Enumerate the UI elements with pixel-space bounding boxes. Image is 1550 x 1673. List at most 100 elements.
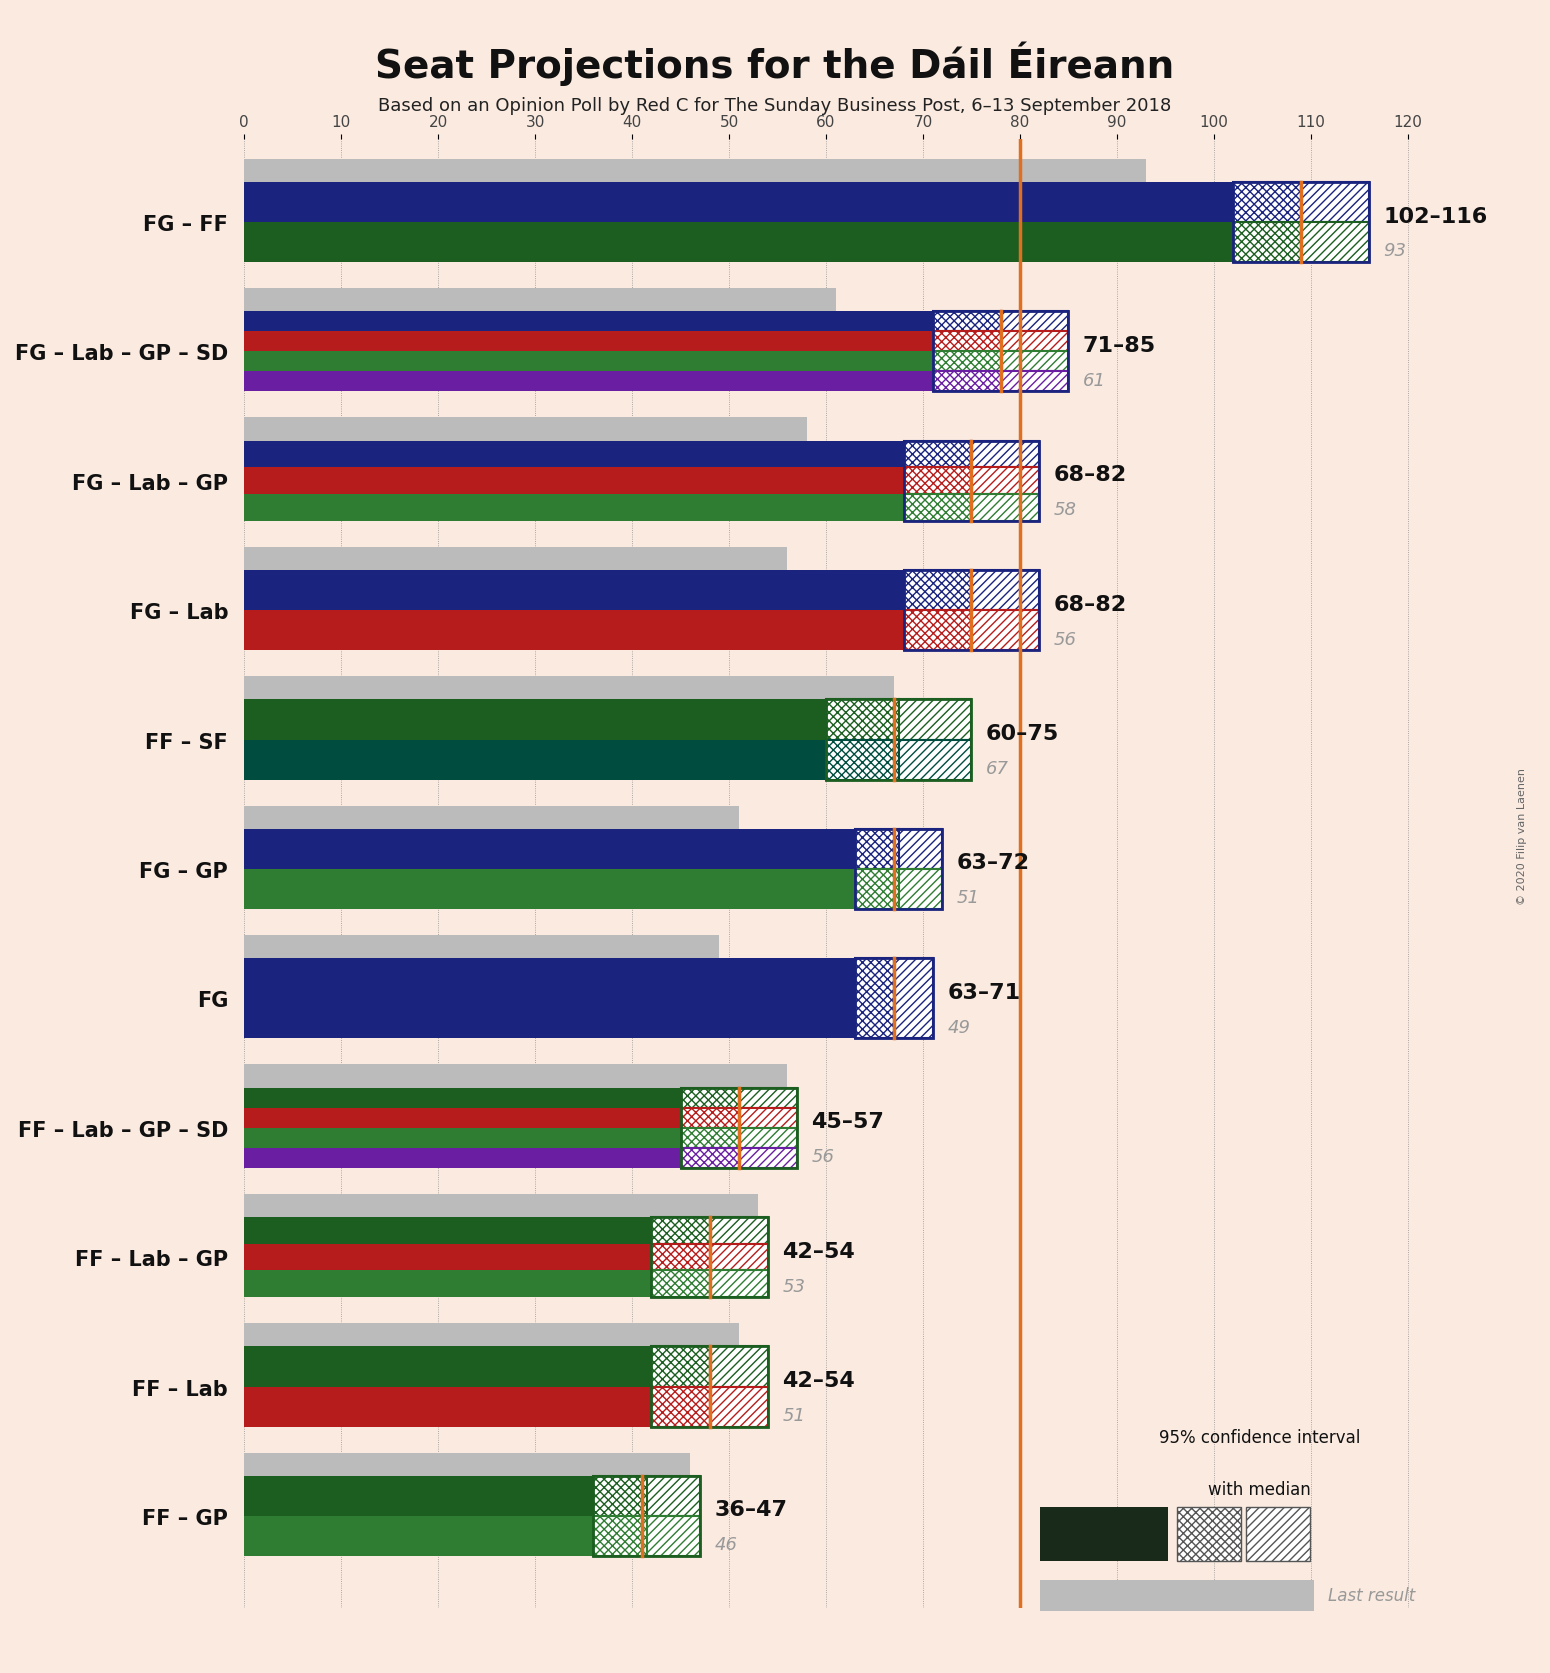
Text: 71–85: 71–85 bbox=[1083, 336, 1156, 356]
Bar bbox=[245, 830, 856, 870]
Text: 51: 51 bbox=[783, 1405, 806, 1424]
Text: Last result: Last result bbox=[1328, 1586, 1415, 1604]
Text: © 2020 Filip van Laenen: © 2020 Filip van Laenen bbox=[1517, 768, 1527, 905]
Bar bbox=[1234, 223, 1300, 263]
Bar bbox=[245, 1347, 651, 1387]
Bar bbox=[972, 495, 1040, 522]
Bar bbox=[904, 611, 972, 651]
Bar bbox=[245, 1195, 758, 1218]
Text: Based on an Opinion Poll by Red C for The Sunday Business Post, 6–13 September 2: Based on an Opinion Poll by Red C for Th… bbox=[378, 97, 1172, 115]
Bar bbox=[739, 1108, 797, 1128]
Bar bbox=[1001, 371, 1068, 391]
Bar bbox=[1040, 1579, 1314, 1611]
Bar bbox=[245, 547, 787, 570]
Bar bbox=[245, 223, 1234, 263]
Text: 102–116: 102–116 bbox=[1384, 206, 1488, 226]
Bar bbox=[245, 418, 806, 442]
Bar bbox=[933, 333, 1001, 351]
Bar bbox=[1246, 1507, 1310, 1561]
Bar bbox=[245, 1271, 651, 1298]
Bar bbox=[680, 1128, 739, 1148]
Bar bbox=[245, 1148, 680, 1168]
Bar bbox=[680, 1087, 739, 1108]
Bar bbox=[899, 699, 972, 739]
Bar bbox=[245, 1245, 651, 1271]
Text: with median: with median bbox=[1207, 1479, 1311, 1497]
Bar bbox=[856, 830, 899, 870]
Bar bbox=[245, 1476, 594, 1516]
Bar bbox=[1300, 223, 1369, 263]
Bar bbox=[904, 442, 972, 468]
Bar bbox=[972, 611, 1040, 651]
Bar bbox=[594, 1476, 646, 1516]
Text: 93: 93 bbox=[1384, 243, 1406, 261]
Bar bbox=[245, 806, 739, 830]
Text: 49: 49 bbox=[947, 1019, 970, 1036]
Bar bbox=[1001, 313, 1068, 333]
Bar bbox=[710, 1271, 767, 1298]
Bar bbox=[245, 495, 904, 522]
Bar bbox=[245, 678, 894, 699]
Bar bbox=[1300, 182, 1369, 223]
Text: 42–54: 42–54 bbox=[783, 1370, 856, 1390]
Bar bbox=[1176, 1507, 1242, 1561]
Text: 51: 51 bbox=[956, 888, 980, 907]
Bar bbox=[933, 371, 1001, 391]
Bar bbox=[904, 468, 972, 495]
Bar bbox=[245, 1108, 680, 1128]
Bar bbox=[245, 182, 1234, 223]
Bar bbox=[245, 935, 719, 959]
Bar bbox=[710, 1245, 767, 1271]
Text: 63–71: 63–71 bbox=[947, 982, 1020, 1002]
Bar bbox=[245, 1323, 739, 1347]
Text: 68–82: 68–82 bbox=[1054, 594, 1127, 614]
Text: 58: 58 bbox=[1054, 500, 1077, 519]
Bar bbox=[710, 1218, 767, 1245]
Bar bbox=[899, 870, 942, 910]
Bar bbox=[972, 468, 1040, 495]
Bar bbox=[894, 959, 933, 1039]
Bar bbox=[739, 1148, 797, 1168]
Bar bbox=[651, 1347, 767, 1427]
Text: 61: 61 bbox=[1083, 371, 1107, 390]
Bar bbox=[646, 1516, 701, 1556]
Bar bbox=[972, 442, 1040, 468]
Text: 42–54: 42–54 bbox=[783, 1241, 856, 1261]
Bar bbox=[651, 1387, 710, 1427]
Text: 53: 53 bbox=[783, 1276, 806, 1295]
Bar bbox=[856, 830, 942, 910]
Bar bbox=[1234, 182, 1300, 223]
Bar bbox=[739, 1128, 797, 1148]
Bar bbox=[651, 1347, 710, 1387]
Text: 60–75: 60–75 bbox=[986, 724, 1059, 743]
Text: Seat Projections for the Dáil Éireann: Seat Projections for the Dáil Éireann bbox=[375, 42, 1175, 87]
Bar bbox=[680, 1108, 739, 1128]
Bar bbox=[245, 313, 933, 333]
Bar bbox=[245, 1218, 651, 1245]
Bar bbox=[1234, 182, 1369, 263]
Bar bbox=[739, 1087, 797, 1108]
Bar bbox=[245, 1516, 594, 1556]
Bar bbox=[651, 1245, 710, 1271]
Bar bbox=[904, 495, 972, 522]
Text: 67: 67 bbox=[986, 760, 1009, 778]
Bar bbox=[856, 959, 894, 1039]
Bar bbox=[680, 1148, 739, 1168]
Bar bbox=[651, 1271, 710, 1298]
Text: 68–82: 68–82 bbox=[1054, 465, 1127, 485]
Text: 46: 46 bbox=[715, 1536, 738, 1554]
Bar bbox=[245, 1452, 690, 1476]
Bar bbox=[904, 570, 972, 611]
Bar bbox=[1001, 351, 1068, 371]
Bar bbox=[899, 739, 972, 780]
Bar bbox=[856, 959, 933, 1039]
Bar bbox=[245, 351, 933, 371]
Text: 45–57: 45–57 bbox=[812, 1111, 885, 1131]
Bar bbox=[245, 468, 904, 495]
Bar bbox=[826, 699, 972, 780]
Bar bbox=[826, 699, 899, 739]
Bar bbox=[245, 699, 826, 739]
Bar bbox=[856, 870, 899, 910]
Bar bbox=[245, 611, 904, 651]
Bar bbox=[933, 351, 1001, 371]
